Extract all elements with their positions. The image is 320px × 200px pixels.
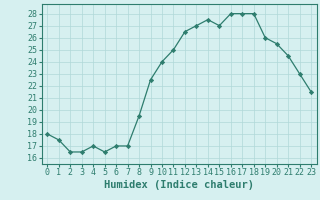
X-axis label: Humidex (Indice chaleur): Humidex (Indice chaleur) bbox=[104, 180, 254, 190]
